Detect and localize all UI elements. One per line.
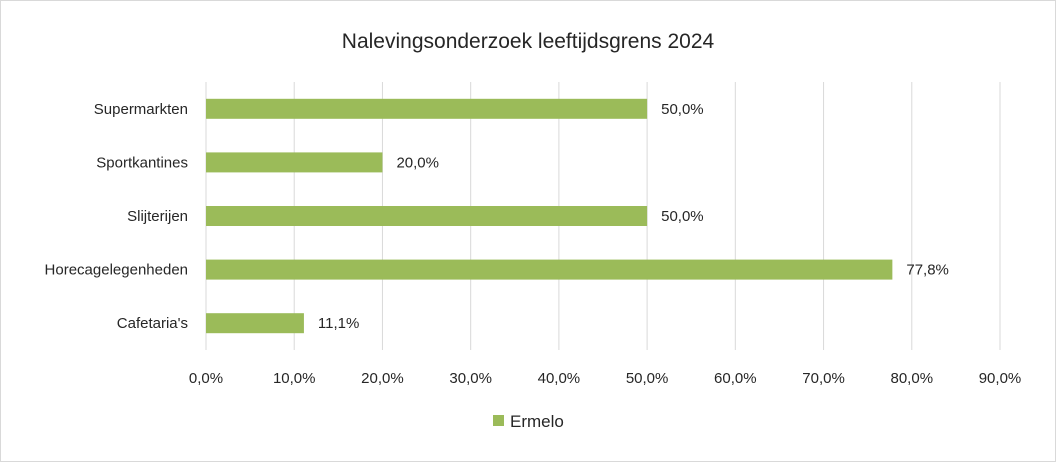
chart-title: Nalevingsonderzoek leeftijdsgrens 2024 <box>342 30 715 53</box>
data-label: 50,0% <box>661 101 704 118</box>
data-label: 50,0% <box>661 208 704 225</box>
category-label: Sportkantines <box>96 154 188 171</box>
gridlines <box>205 82 1001 350</box>
bar <box>206 152 383 173</box>
bars <box>206 98 893 334</box>
category-label: Supermarkten <box>94 101 188 118</box>
category-label: Slijterijen <box>127 208 188 225</box>
category-labels: Supermarkten Sportkantines Slijterijen Hore… <box>45 101 188 332</box>
bar <box>206 98 648 119</box>
x-tick-label: 50,0% <box>626 370 669 387</box>
x-tick-label: 20,0% <box>361 370 404 387</box>
legend: Ermelo <box>493 412 564 431</box>
data-label: 77,8% <box>906 262 949 279</box>
data-labels: 50,0% 20,0% 50,0% 77,8% 11,1% <box>318 101 949 332</box>
x-axis-tick-labels: 0,0% 10,0% 20,0% 30,0% 40,0% 50,0% 60,0% 70,0% 8… <box>189 370 1021 387</box>
bar <box>206 206 648 226</box>
legend-swatch-ermelo <box>493 415 504 426</box>
x-tick-label: 0,0% <box>189 370 223 387</box>
x-tick-label: 80,0% <box>891 370 934 387</box>
x-tick-label: 30,0% <box>449 370 492 387</box>
x-tick-label: 70,0% <box>802 370 845 387</box>
bar <box>206 259 893 280</box>
legend-label-ermelo: Ermelo <box>510 412 564 431</box>
data-label: 20,0% <box>396 154 439 171</box>
x-tick-label: 10,0% <box>273 370 316 387</box>
x-tick-label: 60,0% <box>714 370 757 387</box>
data-label: 11,1% <box>318 315 359 332</box>
category-label: Cafetaria's <box>117 315 188 332</box>
bar <box>206 313 304 334</box>
x-tick-label: 40,0% <box>538 370 581 387</box>
x-tick-label: 90,0% <box>979 370 1022 387</box>
category-label: Horecagelegenheden <box>45 262 188 279</box>
